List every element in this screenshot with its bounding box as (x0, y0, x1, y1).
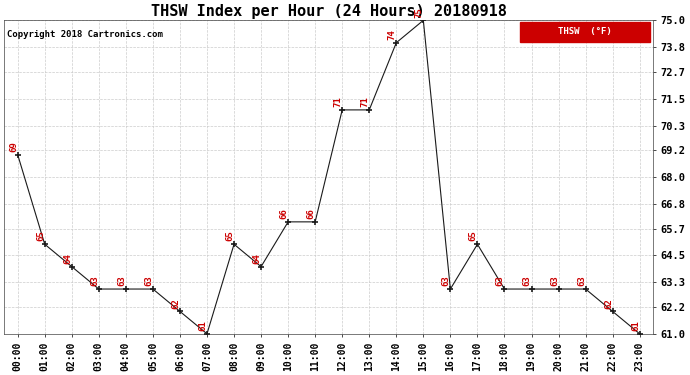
Title: THSW Index per Hour (24 Hours) 20180918: THSW Index per Hour (24 Hours) 20180918 (150, 4, 506, 19)
Text: 75: 75 (415, 7, 424, 18)
Text: 65: 65 (36, 231, 45, 242)
Text: 71: 71 (361, 96, 370, 107)
Text: 63: 63 (442, 276, 451, 286)
Text: 63: 63 (144, 276, 153, 286)
Text: 65: 65 (226, 231, 235, 242)
Text: 61: 61 (631, 320, 640, 331)
Text: 63: 63 (90, 276, 99, 286)
FancyBboxPatch shape (520, 22, 650, 42)
Text: 69: 69 (9, 141, 18, 152)
Text: 63: 63 (523, 276, 532, 286)
Text: Copyright 2018 Cartronics.com: Copyright 2018 Cartronics.com (8, 30, 164, 39)
Text: 62: 62 (171, 298, 180, 309)
Text: 62: 62 (604, 298, 613, 309)
Text: THSW  (°F): THSW (°F) (558, 27, 612, 36)
Text: 71: 71 (333, 96, 342, 107)
Text: 63: 63 (117, 276, 126, 286)
Text: 74: 74 (388, 29, 397, 40)
Text: 63: 63 (577, 276, 586, 286)
Text: 63: 63 (496, 276, 505, 286)
Text: 65: 65 (469, 231, 477, 242)
Text: 64: 64 (63, 253, 72, 264)
Text: 66: 66 (306, 209, 315, 219)
Text: 64: 64 (253, 253, 262, 264)
Text: 66: 66 (279, 209, 288, 219)
Text: 63: 63 (550, 276, 559, 286)
Text: 61: 61 (198, 320, 207, 331)
